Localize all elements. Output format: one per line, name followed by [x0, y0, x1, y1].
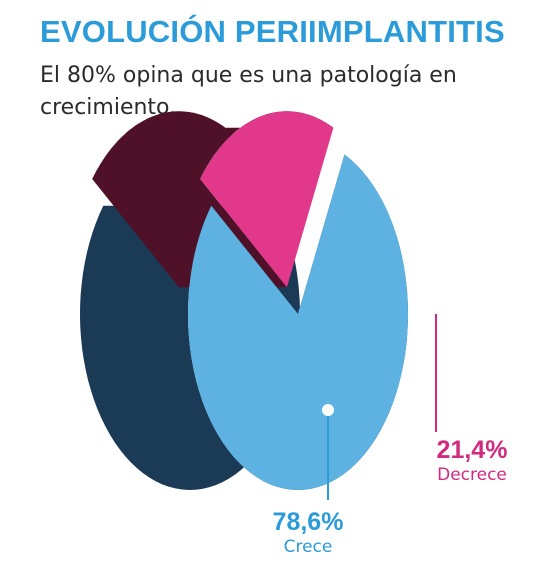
callout-dot-decrece: [430, 302, 442, 314]
chart-title: EVOLUCIÓN PERIIMPLANTITIS: [40, 14, 505, 49]
chart-subtitle: El 80% opina que es una patología en cre…: [40, 63, 457, 120]
slice-side-decrece: [92, 111, 334, 288]
callout-dot-crece: [322, 404, 334, 416]
slice-decrece: [200, 111, 334, 288]
category-label-decrece: Decrece: [437, 465, 507, 485]
value-label-decrece: 21,4%: [437, 436, 508, 464]
value-label-crece: 78,6%: [273, 508, 344, 536]
pie-slices-group: [80, 111, 409, 491]
category-label-crece: Crece: [284, 537, 333, 557]
callouts-group: 78,6%Crece 21,4%Decrece: [273, 302, 508, 557]
slice-crece: [188, 154, 409, 491]
